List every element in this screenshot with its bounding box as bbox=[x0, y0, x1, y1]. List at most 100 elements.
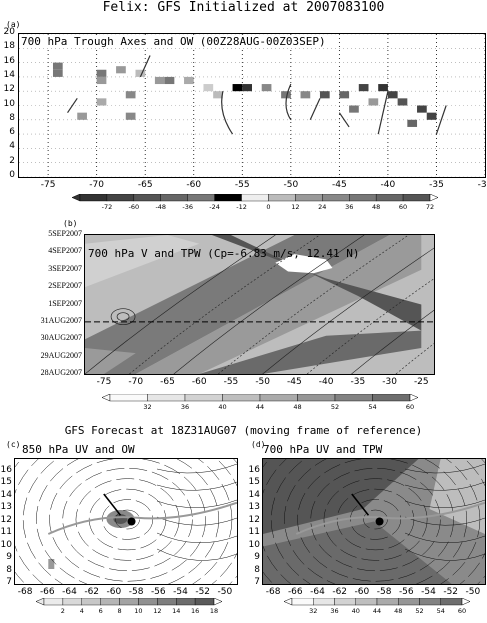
x-tick-label: -60 bbox=[186, 180, 202, 190]
panel-d-plot bbox=[262, 458, 486, 585]
main-title: Felix: GFS Initialized at 2007083100 bbox=[102, 0, 385, 15]
ow-cell bbox=[368, 98, 379, 106]
y-tick-label: 6 bbox=[9, 127, 15, 138]
colorbar-label: 36 bbox=[180, 403, 190, 411]
y-tick-label: 31AUG2007 bbox=[40, 315, 82, 325]
colorbar-label: 14 bbox=[172, 607, 181, 615]
v-contour bbox=[85, 235, 276, 374]
ow-cell bbox=[387, 91, 398, 99]
y-tick-label: 13 bbox=[0, 502, 12, 512]
ow-cell bbox=[52, 69, 63, 77]
tpw-band bbox=[85, 347, 136, 374]
streamline bbox=[297, 459, 454, 582]
streamline bbox=[156, 532, 237, 543]
tpw-band bbox=[199, 330, 422, 374]
ow-cell bbox=[281, 91, 291, 99]
y-tick-label: 15 bbox=[248, 477, 260, 487]
x-tick-label: -70 bbox=[128, 377, 144, 387]
streamline bbox=[22, 459, 233, 584]
ow-cell bbox=[154, 76, 165, 85]
colorbar-arrow-left bbox=[35, 598, 45, 606]
streamline bbox=[404, 463, 485, 474]
x-tick-label: -50 bbox=[217, 587, 233, 597]
colorbar-label: 6 bbox=[98, 607, 103, 615]
x-tick-label: -45 bbox=[287, 377, 302, 387]
tpw-band bbox=[275, 254, 333, 274]
streamline bbox=[102, 499, 154, 540]
x-tick-label: -62 bbox=[84, 587, 100, 597]
streamline bbox=[323, 478, 428, 561]
streamline bbox=[156, 463, 237, 474]
colorbar-label: 54 bbox=[436, 607, 445, 615]
colorbar-swatch bbox=[295, 194, 323, 202]
storm-track bbox=[47, 501, 237, 535]
streamline bbox=[284, 459, 467, 584]
colorbar-swatch bbox=[100, 598, 120, 606]
x-tick-label: -66 bbox=[39, 587, 55, 597]
streamline bbox=[75, 478, 180, 561]
colorbar-label: 52 bbox=[330, 403, 340, 411]
colorbar-swatch bbox=[349, 194, 377, 202]
colorbar-label: 4 bbox=[79, 607, 84, 615]
colorbar-swatch bbox=[176, 598, 196, 606]
v-contour bbox=[129, 235, 320, 374]
panel-b-plot: 700 hPa V and TPW (Cp=-6.83 m/s, 12.41 N… bbox=[84, 234, 435, 375]
x-tick-label: -55 bbox=[223, 377, 239, 387]
panel-b-title: 700 hPa V and TPW (Cp=-6.83 m/s, 12.41 N… bbox=[88, 247, 360, 260]
ow-cell bbox=[203, 84, 214, 92]
x-tick-label: -68 bbox=[17, 587, 33, 597]
colorbar-label: -60 bbox=[128, 203, 140, 211]
colorbar-swatch bbox=[79, 194, 108, 202]
tpw-band bbox=[85, 235, 200, 288]
colorbar-swatch bbox=[133, 194, 161, 202]
streamline bbox=[363, 509, 388, 530]
ow-cell bbox=[300, 91, 311, 99]
v-contour bbox=[395, 343, 434, 374]
colorbar-label: 32 bbox=[143, 403, 152, 411]
colorbar-label: -24 bbox=[209, 203, 220, 211]
y-tick-label: 9 bbox=[6, 552, 12, 562]
streamline bbox=[36, 459, 219, 584]
y-tick-label: 4SEP2007 bbox=[48, 246, 82, 256]
ow-cell bbox=[164, 76, 175, 85]
x-tick-label: -50 bbox=[283, 180, 299, 190]
colorbar-swatch bbox=[194, 598, 215, 606]
colorbar-label: 18 bbox=[209, 607, 219, 615]
y-tick-label: 15 bbox=[0, 477, 12, 487]
streamline bbox=[156, 548, 237, 561]
y-tick-label: 20 bbox=[3, 27, 15, 37]
colorbar-label: 60 bbox=[457, 607, 467, 615]
x-tick-label: -35 bbox=[350, 377, 366, 387]
x-tick-label: -25 bbox=[413, 377, 429, 387]
x-tick-label: -40 bbox=[380, 180, 396, 190]
streamline bbox=[270, 459, 481, 584]
y-tick-label: 18 bbox=[3, 41, 15, 52]
y-tick-label: 16 bbox=[248, 464, 260, 475]
streamline bbox=[404, 481, 485, 491]
panel-b-colorbar bbox=[101, 394, 419, 402]
colorbar-swatch bbox=[355, 598, 378, 606]
colorbar-swatch bbox=[322, 194, 350, 202]
x-tick-label: -35 bbox=[429, 180, 444, 190]
ow-cell bbox=[96, 69, 107, 77]
colorbar-swatch bbox=[334, 394, 373, 402]
y-tick-label: 3SEP2007 bbox=[48, 263, 82, 273]
y-tick-label: 13 bbox=[248, 502, 260, 512]
colorbar-label: 48 bbox=[293, 403, 302, 411]
ow-cell bbox=[358, 84, 369, 92]
streamline bbox=[156, 516, 237, 526]
x-tick-label: -50 bbox=[255, 377, 271, 387]
colorbar-swatch bbox=[109, 394, 148, 402]
trough-axis-line bbox=[309, 98, 321, 121]
y-tick-label: 2 bbox=[9, 155, 15, 166]
y-tick-label: 5SEP2007 bbox=[48, 229, 82, 238]
storm-track bbox=[295, 501, 485, 535]
colorbar-swatch bbox=[419, 598, 441, 606]
colorbar-label: -48 bbox=[155, 203, 167, 211]
panel-d-label: (d) bbox=[251, 440, 266, 449]
ow-cell bbox=[339, 91, 350, 99]
colorbar-arrow-left bbox=[71, 194, 81, 202]
colorbar-swatch bbox=[334, 598, 356, 606]
ow-cell bbox=[52, 62, 63, 70]
panel-b-label: (b) bbox=[63, 219, 78, 228]
